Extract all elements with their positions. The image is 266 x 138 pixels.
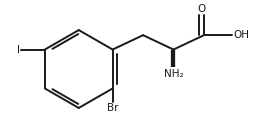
Text: NH₂: NH₂: [164, 69, 183, 79]
Text: OH: OH: [233, 30, 249, 40]
Text: Br: Br: [107, 103, 118, 113]
Text: I: I: [17, 45, 20, 55]
Text: O: O: [197, 4, 206, 14]
